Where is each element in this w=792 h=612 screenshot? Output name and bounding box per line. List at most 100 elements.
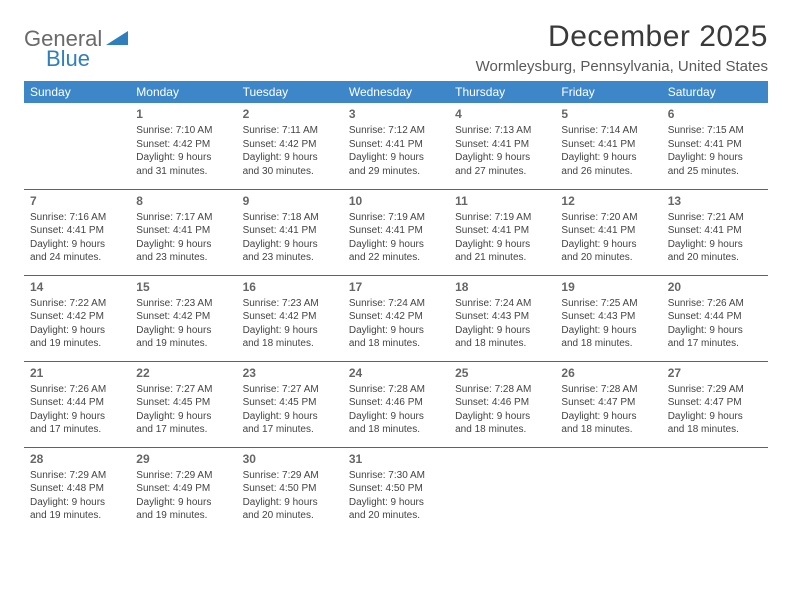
sunset-text: Sunset: 4:44 PM bbox=[668, 310, 762, 324]
calendar-table: SundayMondayTuesdayWednesdayThursdayFrid… bbox=[24, 81, 768, 533]
day-header: Friday bbox=[555, 81, 661, 103]
sunset-text: Sunset: 4:41 PM bbox=[455, 138, 549, 152]
day-number: 7 bbox=[30, 193, 124, 209]
daylight-text: Daylight: 9 hours and 19 minutes. bbox=[30, 496, 124, 523]
sunrise-text: Sunrise: 7:27 AM bbox=[136, 383, 230, 397]
calendar-day-cell: 26 Sunrise: 7:28 AMSunset: 4:47 PMDayligh… bbox=[555, 361, 661, 447]
sunset-text: Sunset: 4:43 PM bbox=[561, 310, 655, 324]
sunrise-text: Sunrise: 7:20 AM bbox=[561, 211, 655, 225]
day-number: 6 bbox=[668, 106, 762, 122]
calendar-day-cell: 27Sunrise: 7:29 AMSunset: 4:47 PMDayligh… bbox=[662, 361, 768, 447]
calendar-day-cell: 9Sunrise: 7:18 AMSunset: 4:41 PMDaylight… bbox=[237, 189, 343, 275]
calendar-empty-cell bbox=[662, 447, 768, 533]
calendar-week-row: 28Sunrise: 7:29 AMSunset: 4:48 PMDayligh… bbox=[24, 447, 768, 533]
day-number: 25 bbox=[455, 365, 549, 381]
calendar-day-cell: 21Sunrise: 7:26 AMSunset: 4:44 PMDayligh… bbox=[24, 361, 130, 447]
day-number: 4 bbox=[455, 106, 549, 122]
day-number: 12 bbox=[561, 193, 655, 209]
daylight-text: Daylight: 9 hours and 27 minutes. bbox=[455, 151, 549, 178]
daylight-text: Daylight: 9 hours and 22 minutes. bbox=[349, 238, 443, 265]
day-number: 27 bbox=[668, 365, 762, 381]
calendar-day-cell: 5Sunrise: 7:14 AMSunset: 4:41 PMDaylight… bbox=[555, 103, 661, 189]
daylight-text: Daylight: 9 hours and 18 minutes. bbox=[243, 324, 337, 351]
daylight-text: Daylight: 9 hours and 17 minutes. bbox=[668, 324, 762, 351]
sunset-text: Sunset: 4:43 PM bbox=[455, 310, 549, 324]
calendar-day-cell: 23Sunrise: 7:27 AMSunset: 4:45 PMDayligh… bbox=[237, 361, 343, 447]
daylight-text: Daylight: 9 hours and 18 minutes. bbox=[455, 324, 549, 351]
sunset-text: Sunset: 4:46 PM bbox=[455, 396, 549, 410]
sunrise-text: Sunrise: 7:17 AM bbox=[136, 211, 230, 225]
page-header: General Blue December 2025 Wormleysburg,… bbox=[24, 20, 768, 75]
day-number: 26 bbox=[561, 365, 655, 381]
sunrise-text: Sunrise: 7:30 AM bbox=[349, 469, 443, 483]
sunrise-text: Sunrise: 7:29 AM bbox=[136, 469, 230, 483]
calendar-day-cell: 4Sunrise: 7:13 AMSunset: 4:41 PMDaylight… bbox=[449, 103, 555, 189]
day-number: 29 bbox=[136, 451, 230, 467]
sunset-text: Sunset: 4:41 PM bbox=[561, 224, 655, 238]
sunrise-text: Sunrise: 7:18 AM bbox=[243, 211, 337, 225]
sunrise-text: Sunrise: 7:25 AM bbox=[561, 297, 655, 311]
sunrise-text: Sunrise: 7:12 AM bbox=[349, 124, 443, 138]
calendar-day-cell: 11Sunrise: 7:19 AMSunset: 4:41 PMDayligh… bbox=[449, 189, 555, 275]
calendar-day-cell: 22 Sunrise: 7:27 AMSunset: 4:45 PMDayligh… bbox=[130, 361, 236, 447]
calendar-day-cell: 19 Sunrise: 7:25 AMSunset: 4:43 PMDayligh… bbox=[555, 275, 661, 361]
calendar-day-cell: 17Sunrise: 7:24 AMSunset: 4:42 PMDayligh… bbox=[343, 275, 449, 361]
daylight-text: Daylight: 9 hours and 25 minutes. bbox=[668, 151, 762, 178]
sunset-text: Sunset: 4:41 PM bbox=[349, 224, 443, 238]
sunrise-text: Sunrise: 7:28 AM bbox=[455, 383, 549, 397]
calendar-day-cell: 15Sunrise: 7:23 AMSunset: 4:42 PMDayligh… bbox=[130, 275, 236, 361]
day-number: 16 bbox=[243, 279, 337, 295]
calendar-day-cell: 31Sunrise: 7:30 AMSunset: 4:50 PMDayligh… bbox=[343, 447, 449, 533]
daylight-text: Daylight: 9 hours and 20 minutes. bbox=[349, 496, 443, 523]
calendar-day-cell: 13Sunrise: 7:21 AMSunset: 4:41 PMDayligh… bbox=[662, 189, 768, 275]
day-number: 23 bbox=[243, 365, 337, 381]
day-header: Wednesday bbox=[343, 81, 449, 103]
day-header: Saturday bbox=[662, 81, 768, 103]
daylight-text: Daylight: 9 hours and 17 minutes. bbox=[136, 410, 230, 437]
day-number: 22 bbox=[136, 365, 230, 381]
calendar-day-cell: 8Sunrise: 7:17 AMSunset: 4:41 PMDaylight… bbox=[130, 189, 236, 275]
daylight-text: Daylight: 9 hours and 18 minutes. bbox=[668, 410, 762, 437]
calendar-day-cell: 28Sunrise: 7:29 AMSunset: 4:48 PMDayligh… bbox=[24, 447, 130, 533]
sunset-text: Sunset: 4:47 PM bbox=[561, 396, 655, 410]
day-number: 14 bbox=[30, 279, 124, 295]
calendar-day-cell: 16Sunrise: 7:23 AMSunset: 4:42 PMDayligh… bbox=[237, 275, 343, 361]
day-number: 17 bbox=[349, 279, 443, 295]
sunrise-text: Sunrise: 7:23 AM bbox=[136, 297, 230, 311]
sunset-text: Sunset: 4:41 PM bbox=[136, 224, 230, 238]
sunset-text: Sunset: 4:41 PM bbox=[243, 224, 337, 238]
sunrise-text: Sunrise: 7:29 AM bbox=[30, 469, 124, 483]
daylight-text: Daylight: 9 hours and 19 minutes. bbox=[136, 324, 230, 351]
logo: General Blue bbox=[24, 20, 128, 52]
sunrise-text: Sunrise: 7:29 AM bbox=[668, 383, 762, 397]
calendar-header-row: SundayMondayTuesdayWednesdayThursdayFrid… bbox=[24, 81, 768, 103]
sunset-text: Sunset: 4:42 PM bbox=[136, 138, 230, 152]
daylight-text: Daylight: 9 hours and 18 minutes. bbox=[349, 410, 443, 437]
daylight-text: Daylight: 9 hours and 20 minutes. bbox=[243, 496, 337, 523]
calendar-day-cell: 24Sunrise: 7:28 AMSunset: 4:46 PMDayligh… bbox=[343, 361, 449, 447]
daylight-text: Daylight: 9 hours and 19 minutes. bbox=[30, 324, 124, 351]
sunset-text: Sunset: 4:50 PM bbox=[349, 482, 443, 496]
daylight-text: Daylight: 9 hours and 18 minutes. bbox=[561, 324, 655, 351]
sunset-text: Sunset: 4:45 PM bbox=[136, 396, 230, 410]
calendar-empty-cell bbox=[449, 447, 555, 533]
day-number: 28 bbox=[30, 451, 124, 467]
sunrise-text: Sunrise: 7:15 AM bbox=[668, 124, 762, 138]
daylight-text: Daylight: 9 hours and 18 minutes. bbox=[561, 410, 655, 437]
location-text: Wormleysburg, Pennsylvania, United State… bbox=[476, 58, 768, 75]
day-number: 19 bbox=[561, 279, 655, 295]
month-title: December 2025 bbox=[476, 20, 768, 54]
day-number: 9 bbox=[243, 193, 337, 209]
daylight-text: Daylight: 9 hours and 18 minutes. bbox=[349, 324, 443, 351]
sunset-text: Sunset: 4:50 PM bbox=[243, 482, 337, 496]
sunset-text: Sunset: 4:41 PM bbox=[561, 138, 655, 152]
sunrise-text: Sunrise: 7:28 AM bbox=[561, 383, 655, 397]
daylight-text: Daylight: 9 hours and 18 minutes. bbox=[455, 410, 549, 437]
calendar-day-cell: 6Sunrise: 7:15 AMSunset: 4:41 PMDaylight… bbox=[662, 103, 768, 189]
calendar-day-cell: 7Sunrise: 7:16 AMSunset: 4:41 PMDaylight… bbox=[24, 189, 130, 275]
daylight-text: Daylight: 9 hours and 17 minutes. bbox=[243, 410, 337, 437]
sunrise-text: Sunrise: 7:19 AM bbox=[349, 211, 443, 225]
day-number: 1 bbox=[136, 106, 230, 122]
day-header: Monday bbox=[130, 81, 236, 103]
calendar-day-cell: 3Sunrise: 7:12 AMSunset: 4:41 PMDaylight… bbox=[343, 103, 449, 189]
